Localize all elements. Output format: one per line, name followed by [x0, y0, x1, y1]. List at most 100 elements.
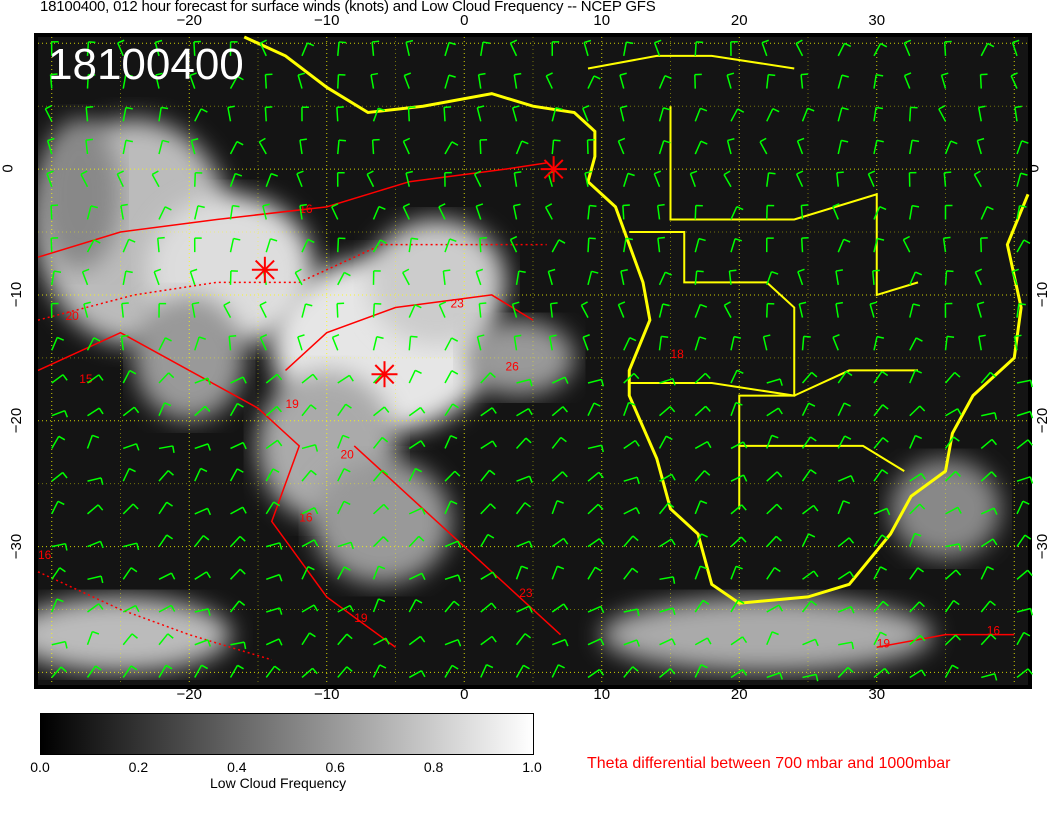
wind-barb	[623, 666, 634, 678]
wind-barb	[944, 470, 957, 482]
wind-barb	[516, 475, 530, 482]
wind-barb	[1016, 410, 1031, 417]
wind-barb	[551, 565, 558, 580]
wind-barb	[587, 205, 591, 220]
wind-barb	[796, 140, 804, 155]
wind-barb-flag	[989, 600, 996, 607]
wind-barb-flag	[527, 408, 533, 416]
wind-barb-flag	[664, 271, 672, 276]
wind-barb	[694, 637, 708, 646]
wind-barb	[1016, 534, 1026, 548]
wind-barb-flag	[366, 170, 374, 175]
wind-barb-flag	[451, 370, 459, 375]
top-lon-tick: −20	[176, 12, 202, 29]
contour-label: 23	[519, 586, 533, 600]
wind-barb-flag	[207, 443, 211, 451]
wind-barb	[372, 469, 384, 482]
wind-barb	[730, 206, 738, 220]
wind-barb-flag	[190, 268, 198, 273]
wind-barb-flag	[487, 533, 495, 539]
wind-barb-flag	[814, 639, 819, 647]
wind-barb	[301, 444, 316, 450]
wind-barb-flag	[45, 104, 52, 110]
wind-barb	[301, 604, 315, 613]
wind-barb-flag	[128, 467, 136, 473]
wind-barb-flag	[378, 205, 386, 210]
wind-barb	[158, 107, 162, 122]
wind-barb	[551, 500, 558, 515]
wind-barb	[86, 239, 95, 253]
wind-barb	[301, 506, 315, 515]
wind-barb	[444, 540, 459, 548]
wind-barb	[51, 501, 59, 515]
wind-barb-flag	[1029, 411, 1034, 419]
wind-barb-flag	[415, 467, 423, 473]
wind-barb	[730, 238, 736, 253]
contour-label: 26	[506, 359, 520, 373]
wind-barb	[730, 636, 743, 646]
wind-barb-flag	[370, 72, 379, 76]
wind-barb-flag	[600, 606, 605, 614]
colorbar-tick: 0.8	[423, 759, 444, 775]
wind-barb-flag	[242, 376, 247, 384]
wind-barb	[403, 75, 410, 89]
wind-barb-flag	[951, 664, 959, 670]
wind-barb	[694, 664, 702, 678]
wind-barb-flag	[451, 664, 459, 670]
wind-barb	[979, 74, 982, 89]
wind-barb	[945, 543, 960, 548]
wind-barb-flag	[450, 500, 458, 505]
wind-barb-flag	[260, 333, 268, 339]
wind-barb	[337, 604, 351, 613]
wind-barb-flag	[376, 335, 384, 340]
wind-barb	[372, 503, 385, 515]
wind-barb-flag	[161, 106, 169, 110]
wind-barb-flag	[737, 108, 745, 113]
wind-barb	[944, 664, 953, 678]
wind-barb-flag	[938, 105, 946, 110]
wind-barb	[51, 640, 66, 646]
wind-barb	[728, 270, 732, 285]
wind-barb	[331, 337, 339, 351]
wind-barb	[944, 336, 948, 351]
wind-barb	[694, 270, 698, 285]
wind-barb	[265, 468, 274, 482]
wind-barb	[1016, 607, 1031, 613]
wind-barb-flag	[992, 538, 998, 546]
wind-barb-flag	[85, 138, 93, 141]
wind-barb	[694, 205, 697, 220]
wind-barb	[942, 238, 947, 253]
wind-barb-flag	[313, 539, 319, 547]
wind-barb-flag	[56, 598, 64, 603]
wind-barb	[259, 337, 267, 351]
wind-barb-flag	[774, 567, 781, 573]
wind-barb-flag	[654, 39, 662, 44]
wind-barb	[582, 336, 589, 351]
wind-barb-flag	[797, 268, 805, 273]
wind-barb	[694, 304, 701, 318]
wind-barb-flag	[768, 73, 776, 77]
contour-label: 20	[66, 309, 80, 323]
wind-barb-flag	[741, 636, 748, 644]
red-star-icon	[374, 364, 395, 385]
wind-barb-flag	[879, 205, 887, 211]
wind-barb-flag	[876, 139, 884, 143]
wind-barb	[694, 470, 706, 482]
timestamp-label: 18100400	[48, 40, 244, 89]
bottom-lon-tick: 30	[868, 686, 886, 703]
wind-barb	[836, 172, 839, 187]
wind-barb-flag	[510, 39, 518, 44]
wind-barb	[694, 500, 702, 515]
wind-barb-flag	[237, 402, 244, 408]
wind-barb-flag	[763, 334, 771, 338]
wind-barb	[372, 239, 382, 253]
wind-barb-flag	[562, 406, 569, 413]
wind-barb	[444, 638, 459, 646]
wind-barb-flag	[93, 239, 101, 244]
wind-barb	[797, 271, 804, 286]
wind-barb-flag	[911, 139, 920, 143]
wind-barb	[408, 336, 412, 351]
wind-barb-flag	[795, 39, 803, 45]
wind-barb	[869, 303, 875, 318]
wind-barb	[582, 108, 589, 122]
